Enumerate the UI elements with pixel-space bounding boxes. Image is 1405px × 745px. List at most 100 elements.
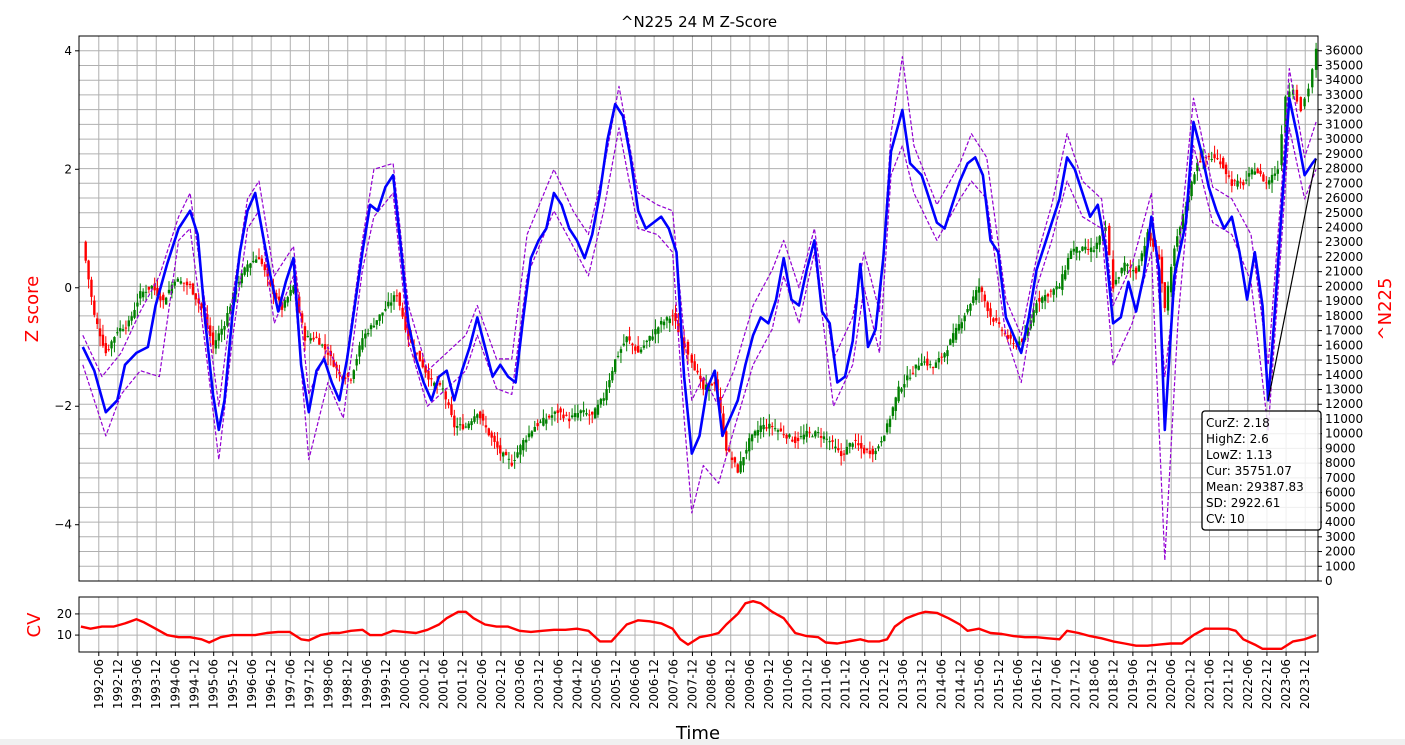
candle-body [164,297,168,305]
x-tick-label: 2001-12 [456,659,470,709]
candle-body [229,306,232,314]
candle-body [845,446,849,455]
candle-body [530,431,534,437]
candle-body [1072,248,1076,252]
candle-body [553,411,557,414]
candle-body [1196,162,1199,172]
bottom-strip [0,739,1405,745]
stat-cv: CV: 10 [1206,512,1245,526]
candle-body [384,308,387,311]
candle-body [888,418,892,427]
x-tick-label: 2014-06 [934,659,948,709]
candle-body [369,325,373,330]
candle-body [1307,88,1310,97]
candle-body [1015,345,1018,347]
zscore-lines [81,56,1318,561]
candle-body [1098,236,1101,245]
candle-body [671,315,674,317]
candle-body [974,290,978,301]
candle-body [608,380,611,388]
candle-body [519,445,522,455]
price-tick-label: 23000 [1325,235,1363,249]
price-tick-label: 26000 [1325,191,1363,205]
candle-body [257,257,261,260]
zscore-axis-label: Z score [22,276,43,342]
x-tick-label: 1998-12 [341,659,355,709]
x-tick-label: 1997-12 [302,659,316,709]
x-tick-label: 1994-06 [168,659,182,709]
candle-body [415,352,419,354]
price-tick-label: 36000 [1325,44,1363,58]
candle-body [260,258,264,265]
zscore-tick-label: −4 [54,518,72,532]
candle-body [851,443,854,447]
candle-body [156,287,159,297]
candle-body [768,423,771,429]
candle-body [659,320,663,325]
candle-body [1064,270,1067,280]
candle-body [496,441,499,448]
candle-body [579,410,582,414]
candle-body [883,435,886,442]
price-tick-label: 22000 [1325,250,1363,264]
candle-body [1280,134,1283,166]
candle-body [441,388,445,390]
candle-body [1117,277,1121,279]
candle-body [378,314,381,321]
candle-body [355,359,358,366]
candle-body [136,302,139,307]
candle-body [392,295,396,302]
x-tick-label: 2011-06 [819,659,833,709]
candle-body [95,318,99,325]
candle-body [1078,251,1081,253]
x-tick-label: 2007-12 [685,659,699,709]
candle-body [1253,171,1257,175]
price-tick-label: 2000 [1325,545,1356,559]
candle-body [645,340,648,343]
candle-body [880,441,883,443]
candle-body [90,279,93,297]
candle-body [484,425,488,428]
candle-body [1089,247,1093,253]
candle-body [101,334,105,346]
candle-body [1311,69,1314,88]
x-tick-label: 1999-06 [360,659,374,709]
x-tick-labels: 1992-06 1992-12 1993-06 1993-12 1994-06 1994-… [92,652,1312,709]
price-tick-label: 19000 [1325,294,1363,308]
price-tick-label: 7000 [1325,471,1356,485]
price-y-ticks: 0100020003000400050006000700080009000100… [1318,44,1363,588]
candle-body [736,464,739,473]
x-tick-label: 2019-12 [1145,659,1159,709]
candle-body [570,415,574,418]
x-tick-label: 1992-12 [111,659,125,709]
candle-body [1233,180,1236,182]
candle-body [430,378,433,380]
candle-body [185,281,189,286]
candle-body [1143,245,1146,257]
candle-body [960,322,964,329]
candle-body [926,358,929,366]
candle-body [1314,48,1318,70]
stats-box: CurZ: 2.18 HighZ: 2.6 LowZ: 1.13 Cur: 35… [1201,410,1322,531]
candle-body [877,446,880,449]
candle-body [418,350,422,362]
candle-body [476,414,479,418]
candle-body [727,448,731,452]
candle-body [857,443,860,446]
candle-body [1239,181,1242,183]
candle-body [1152,238,1155,247]
candle-body [107,349,110,351]
candle-body [693,361,696,371]
candle-body [839,451,843,457]
candle-body [366,333,370,335]
cv-grid [79,597,1318,652]
stat-mean: Mean: 29387.83 [1206,480,1304,494]
candle-body [599,398,603,405]
price-tick-label: 12000 [1325,397,1363,411]
x-tick-label: 2016-12 [1030,659,1044,709]
candle-body [1219,161,1222,165]
candle-body [389,302,393,306]
candle-body [745,449,748,454]
x-tick-label: 2019-06 [1126,659,1140,709]
